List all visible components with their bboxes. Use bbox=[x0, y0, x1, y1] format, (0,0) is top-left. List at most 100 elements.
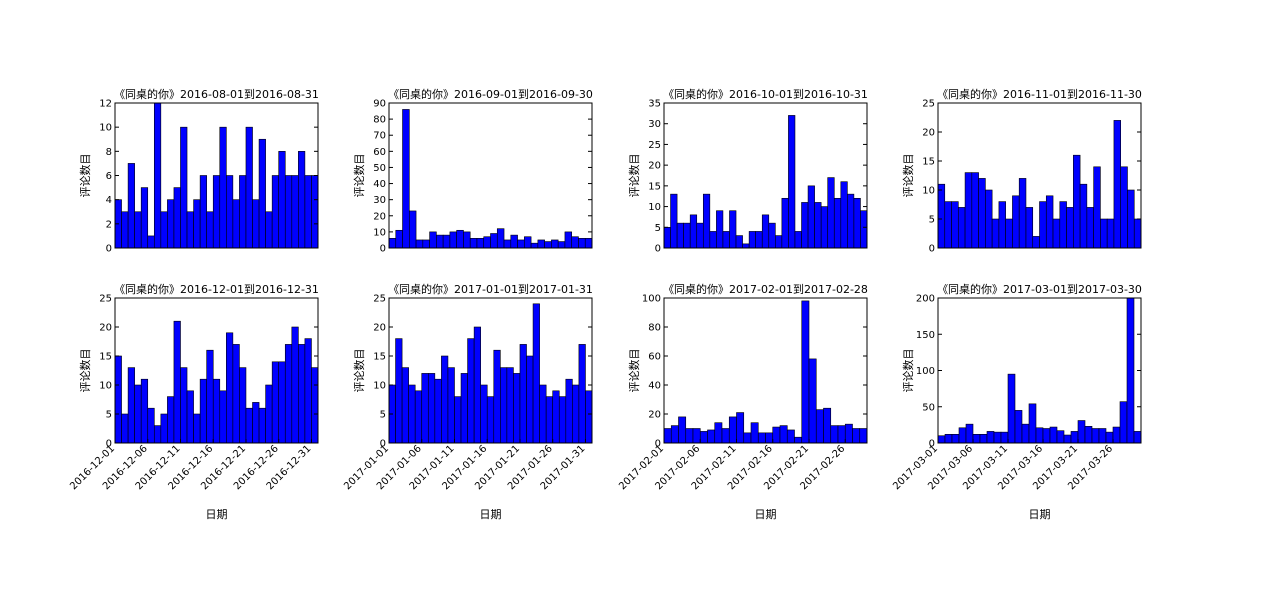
bar bbox=[663, 428, 672, 444]
bar bbox=[530, 242, 539, 249]
bar bbox=[676, 222, 684, 249]
bar bbox=[153, 425, 162, 444]
y-tick-label: 0 bbox=[380, 244, 386, 255]
bar bbox=[395, 338, 403, 444]
y-tick-label: 25 bbox=[373, 294, 386, 305]
axes-frame bbox=[937, 297, 1142, 444]
bar bbox=[564, 231, 572, 249]
bar bbox=[685, 428, 694, 444]
bar bbox=[232, 199, 240, 249]
bar bbox=[721, 428, 730, 444]
chart-title: 《同桌的你》2016-10-01到2016-10-31 bbox=[663, 87, 868, 101]
bar bbox=[692, 428, 701, 444]
chart-title: 《同桌的你》2016-08-01到2016-08-31 bbox=[114, 87, 319, 101]
bar bbox=[500, 367, 508, 444]
y-tick-label: 40 bbox=[373, 179, 386, 190]
bar bbox=[140, 378, 149, 444]
y-tick-label: 70 bbox=[373, 131, 386, 142]
y-axis-label: 评论数目 bbox=[627, 154, 641, 198]
bar bbox=[441, 355, 449, 444]
y-tick-label: 5 bbox=[106, 410, 112, 421]
bar bbox=[827, 177, 835, 249]
bar bbox=[584, 238, 593, 249]
bar bbox=[972, 433, 981, 444]
bar bbox=[291, 326, 299, 444]
bar bbox=[743, 432, 752, 444]
bar bbox=[524, 236, 532, 249]
x-axis-label: 日期 bbox=[1029, 508, 1051, 521]
bar bbox=[578, 344, 586, 444]
bar bbox=[473, 326, 481, 444]
bar bbox=[683, 222, 691, 249]
bar bbox=[429, 231, 437, 249]
bar bbox=[173, 187, 181, 249]
bar bbox=[768, 222, 776, 249]
bar bbox=[160, 211, 168, 249]
bar bbox=[421, 373, 429, 444]
y-tick-label: 12 bbox=[99, 99, 112, 110]
bar bbox=[1073, 154, 1081, 249]
bar bbox=[998, 201, 1006, 249]
bar bbox=[830, 425, 839, 444]
bar bbox=[167, 199, 175, 249]
bar bbox=[1113, 120, 1122, 249]
y-tick-label: 0 bbox=[929, 439, 935, 450]
bar bbox=[1119, 401, 1128, 444]
bar bbox=[964, 172, 973, 249]
bar bbox=[114, 355, 122, 444]
bar bbox=[160, 413, 168, 444]
y-tick-label: 80 bbox=[373, 115, 386, 126]
bars bbox=[114, 320, 319, 444]
bar bbox=[414, 390, 423, 444]
bar bbox=[1084, 426, 1093, 444]
axes-frame bbox=[114, 297, 319, 444]
bar bbox=[180, 126, 188, 249]
bar bbox=[311, 175, 319, 249]
axes-frame bbox=[388, 297, 593, 444]
x-axis-label: 日期 bbox=[206, 508, 228, 521]
bar bbox=[1005, 218, 1013, 249]
bar bbox=[1014, 410, 1023, 444]
bar bbox=[1066, 207, 1074, 249]
bar bbox=[401, 367, 409, 444]
chart-title: 《同桌的你》2016-11-01到2016-11-30 bbox=[937, 87, 1142, 101]
bar bbox=[779, 425, 788, 444]
bar bbox=[1000, 431, 1009, 444]
bar bbox=[958, 427, 967, 444]
bar bbox=[965, 423, 974, 444]
bar bbox=[750, 422, 759, 444]
bar bbox=[298, 344, 306, 444]
bar bbox=[395, 229, 403, 249]
bar bbox=[794, 231, 802, 249]
y-tick-label: 100 bbox=[642, 294, 661, 305]
y-tick-label: 20 bbox=[922, 128, 935, 139]
chart-panel-3: 《同桌的你》2016-10-01到2016-10-31 0 5 10 15 20 25 30 3… bbox=[627, 87, 868, 255]
bar bbox=[736, 412, 745, 444]
y-tick-label: 30 bbox=[648, 119, 661, 130]
bar bbox=[206, 211, 214, 249]
bar bbox=[1056, 430, 1065, 444]
y-axis-label: 评论数目 bbox=[901, 154, 915, 198]
bar bbox=[572, 384, 580, 444]
bar bbox=[1079, 183, 1088, 249]
bar bbox=[449, 231, 457, 249]
bar bbox=[1049, 426, 1058, 444]
y-tick-label: 60 bbox=[373, 147, 386, 158]
bars bbox=[937, 297, 1142, 444]
y-tick-label: 5 bbox=[380, 410, 386, 421]
bar bbox=[951, 433, 960, 444]
y-axis-label: 评论数目 bbox=[352, 349, 366, 393]
y-tick-label: 10 bbox=[648, 202, 661, 213]
bar bbox=[180, 367, 188, 444]
y-tick-label: 20 bbox=[99, 323, 112, 334]
bar bbox=[291, 175, 299, 249]
bar bbox=[558, 396, 567, 444]
bar bbox=[167, 396, 175, 444]
bar bbox=[1063, 434, 1072, 444]
bar bbox=[761, 214, 770, 249]
bar bbox=[786, 429, 795, 444]
bar bbox=[707, 429, 716, 444]
bar bbox=[820, 206, 829, 249]
bars bbox=[388, 109, 593, 249]
y-tick-label: 0 bbox=[106, 439, 112, 450]
